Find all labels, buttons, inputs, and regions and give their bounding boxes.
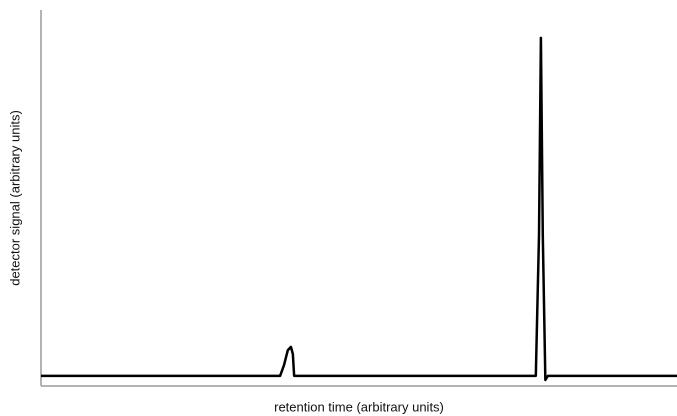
y-axis-label: detector signal (arbitrary units): [7, 110, 22, 286]
signal-line: [41, 36, 677, 382]
x-axis-label: retention time (arbitrary units): [274, 399, 444, 414]
